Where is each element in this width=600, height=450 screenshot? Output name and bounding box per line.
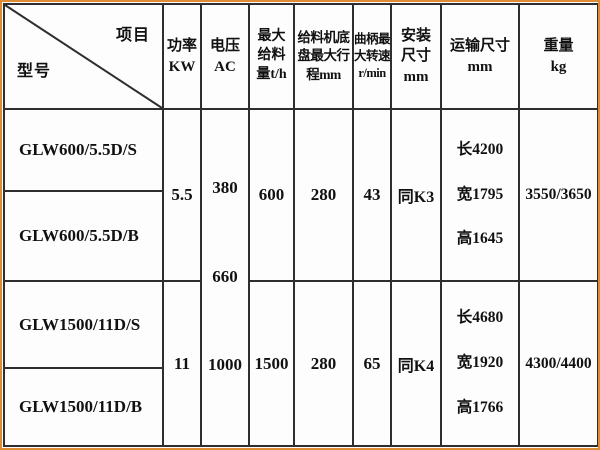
col-header-voltage: 电压 AC (200, 3, 250, 110)
diagonal-divider-line (5, 5, 162, 108)
stroke-cell: 280 (293, 108, 354, 282)
crank-speed-cell: 65 (352, 280, 392, 447)
model-cell: GLW1500/11D/S (3, 280, 164, 369)
voltage-value: 1000 (208, 354, 242, 374)
corner-header-cell: 项目 型号 (3, 3, 164, 110)
table-row: GLW600/5.5D/S 5.5 380 660 1000 600 280 4… (3, 108, 598, 447)
power-cell: 5.5 (162, 108, 202, 282)
transport-size-cell: 长4200 宽1795 高1645 (440, 108, 520, 282)
transport-size-cell: 长4680 宽1920 高1766 (440, 280, 520, 447)
table-row: GLW600/5.5D/B (3, 190, 598, 282)
col-header-crank-speed: 曲柄最 大转速 r/min (352, 3, 392, 110)
install-size-cell: 同K3 (390, 108, 442, 282)
col-header-stroke: 给料机底 盘最大行 程mm (293, 3, 354, 110)
col-header-max-feed: 最大 给料 量t/h (248, 3, 295, 110)
model-cell: GLW600/5.5D/S (3, 108, 164, 192)
table-row: GLW1500/11D/S 11 1500 280 65 同K4 长4680 宽… (3, 280, 598, 447)
model-cell: GLW1500/11D/B (3, 367, 164, 447)
weight-cell: 4300/4400 (518, 280, 598, 447)
max-feed-cell: 600 (248, 108, 295, 282)
crank-speed-cell: 43 (352, 108, 392, 282)
install-size-cell: 同K4 (390, 280, 442, 447)
voltage-value: 380 (212, 178, 238, 198)
col-header-transport-size: 运输尺寸 mm (440, 3, 520, 110)
corner-label-model: 型号 (17, 63, 52, 80)
model-cell: GLW600/5.5D/B (3, 190, 164, 282)
voltage-values: 380 660 1000 (203, 111, 247, 443)
col-header-weight: 重量 kg (518, 3, 598, 110)
col-header-power: 功率 KW (162, 3, 202, 110)
max-feed-cell: 1500 (248, 280, 295, 447)
header-row: 项目 型号 功率 KW 电压 AC 最大 给料 量t/h 给料机底 盘最大行 程… (3, 3, 598, 110)
table-row: GLW1500/11D/B (3, 367, 598, 447)
voltage-cell: 380 660 1000 (200, 108, 250, 447)
stroke-cell: 280 (293, 280, 354, 447)
weight-cell: 3550/3650 (518, 108, 598, 282)
corner-label-project: 项目 (115, 27, 150, 44)
voltage-value: 660 (212, 266, 238, 286)
col-header-install-size: 安装 尺寸 mm (390, 3, 442, 110)
spec-table: 项目 型号 功率 KW 电压 AC 最大 给料 量t/h 给料机底 盘最大行 程… (3, 3, 598, 447)
power-cell: 11 (162, 280, 202, 447)
